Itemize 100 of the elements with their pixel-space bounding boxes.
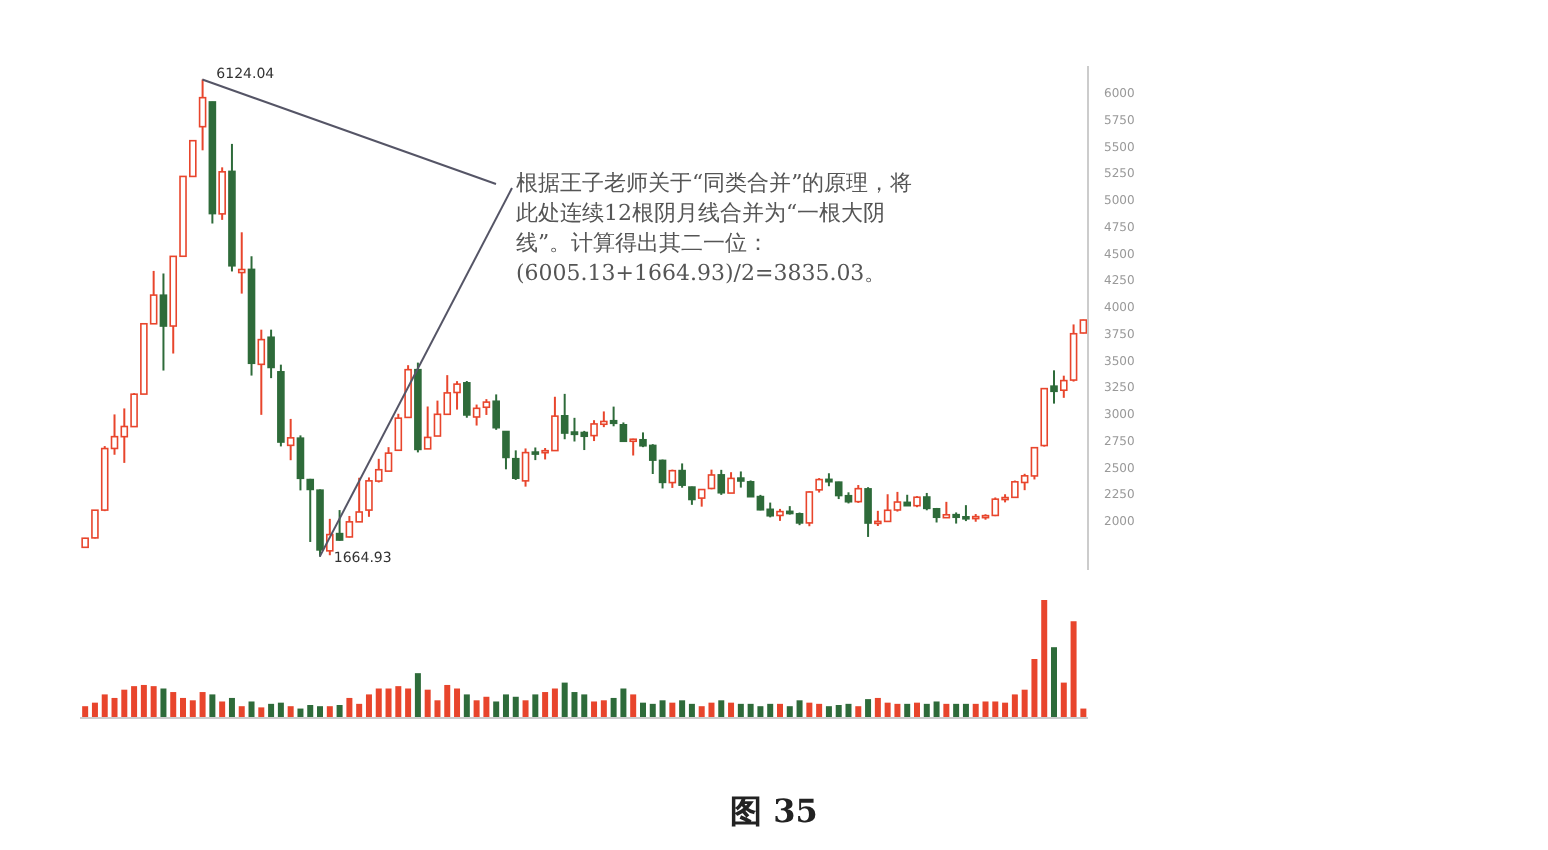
candlestick [521,447,530,488]
bar [767,703,774,718]
candlestick [678,462,686,489]
candlestick [335,509,344,542]
bar [688,703,695,718]
bar [796,700,803,718]
bar [346,697,353,718]
bar [1041,600,1048,718]
bar [649,703,656,718]
bar [277,702,284,718]
bar [356,703,363,718]
bar [189,700,196,718]
bar [1011,694,1018,718]
caption: 图 35 [728,792,820,834]
bar [248,701,255,718]
bar [542,692,549,718]
bar [140,684,147,718]
bar [454,688,461,718]
bar [326,706,333,718]
candlestick [198,78,207,152]
bar [365,694,372,718]
bar [551,688,558,718]
bar [600,700,607,718]
bar [150,686,157,718]
candlestick [296,434,305,492]
bar [933,701,940,718]
bar [581,694,588,718]
bar [972,703,979,718]
candlestick [492,393,500,431]
bar [816,703,823,718]
bar [512,696,519,718]
bar [375,688,382,718]
candlestick [511,449,520,481]
bar [258,707,265,718]
candlestick [619,421,628,443]
bar [268,703,275,718]
candlestick [463,380,471,419]
bar [953,703,960,718]
candlestick [218,166,226,221]
bar [209,694,216,718]
candlestick [727,471,735,495]
bar [776,703,783,718]
bar [630,694,637,718]
candlestick [717,468,726,496]
bar [591,701,598,718]
candlestick [688,485,696,506]
bar [865,699,872,718]
candlestick [237,231,246,295]
bar [522,700,529,718]
bar [199,692,206,718]
bar [904,703,911,718]
candlestick [286,417,295,462]
bar [1051,647,1058,718]
bar [962,703,969,718]
candlestick [864,486,872,538]
bar [825,706,832,718]
bar [414,673,421,718]
bar [532,694,539,718]
bar [728,702,735,718]
bar [180,697,187,718]
candlestick [609,405,618,428]
bar [405,688,412,718]
bar [943,703,950,718]
candlestick [502,430,510,471]
bar [160,688,167,718]
bar [307,705,314,718]
bar [914,702,920,718]
candlestick [423,405,432,450]
bar [287,706,294,718]
candlestick [257,328,266,416]
candlestick [1050,369,1058,405]
bar [1060,682,1067,718]
bar [806,702,813,718]
bar [463,694,470,718]
bar [219,701,226,718]
candlestick [472,403,481,427]
bar [659,700,666,718]
bar [923,703,930,718]
bar [502,694,509,718]
bar [786,706,793,718]
bar [737,703,744,718]
candlestick [267,328,275,380]
bar [131,686,138,718]
bar [82,706,89,718]
bar [493,701,500,718]
bar [336,705,343,718]
bar [669,702,676,718]
bar [679,700,686,718]
bar [238,706,245,718]
candlestick [159,272,168,372]
bar [444,684,451,718]
bar [1002,702,1009,718]
bar [317,706,324,718]
bar [228,697,235,718]
bar [855,706,862,718]
bar [91,702,98,718]
candlestick [805,490,814,528]
bar [718,700,725,718]
annotation: 根据王子老师关于“同类合并”的原理，将此处连续12根阴月线合并为“一根大阴线”。计算得出其二一位：(6005.13+1664.93)/2=3835.03。 [516,168,915,288]
bar [639,702,646,718]
